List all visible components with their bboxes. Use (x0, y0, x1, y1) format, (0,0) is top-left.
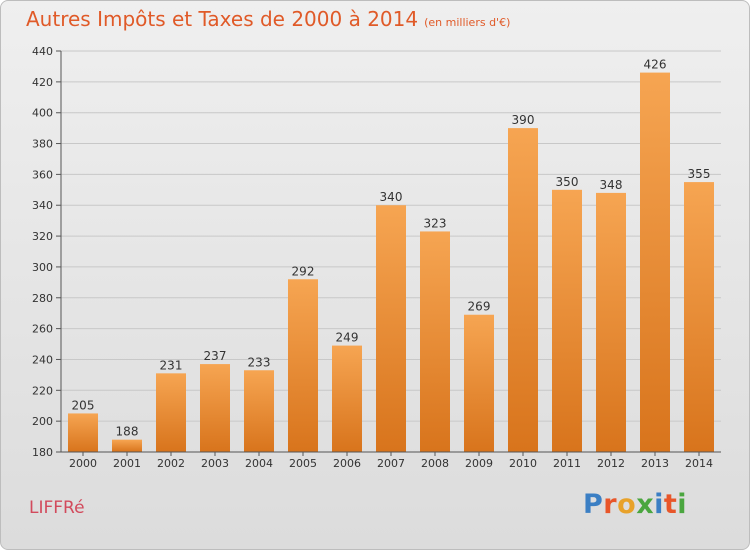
x-tick-label-2011: 2011 (553, 457, 581, 470)
x-tick-label-2001: 2001 (113, 457, 141, 470)
chart-title-text: Autres Impôts et Taxes de 2000 à 2014 (26, 7, 419, 31)
bar-2001 (112, 439, 142, 452)
y-tick-label: 240 (32, 353, 53, 366)
bar-2014 (684, 182, 714, 452)
y-axis: 180 200 220 240 260 280 300 320 340 360 380 400 420 4… (32, 45, 62, 459)
y-tick-label: 420 (32, 76, 53, 89)
y-tick-label: 380 (32, 138, 53, 151)
y-tick-label: 400 (32, 107, 53, 120)
bar-2000 (68, 413, 98, 452)
x-tick-label-2013: 2013 (641, 457, 669, 470)
y-tick-label: 220 (32, 384, 53, 397)
logo-letter: o (617, 489, 637, 520)
data-label-2003: 237 (204, 349, 227, 363)
bar-2006 (332, 345, 362, 452)
data-label-2000: 205 (72, 398, 95, 412)
x-tick-label-2002: 2002 (157, 457, 185, 470)
data-label-2008: 323 (424, 216, 447, 230)
data-label-2006: 249 (336, 331, 359, 345)
logo-letter: r (603, 489, 618, 520)
place-label: LIFFRé (29, 498, 85, 518)
x-tick-label-2012: 2012 (597, 457, 625, 470)
proxiti-logo[interactable]: Proxiti (583, 489, 687, 520)
y-tick-label: 320 (32, 230, 53, 243)
data-label-2014: 355 (688, 167, 711, 181)
bar-2002 (156, 373, 186, 452)
data-label-2010: 390 (512, 113, 535, 127)
logo-letter: i (677, 489, 688, 520)
bar-2007 (376, 205, 406, 452)
y-tick-label: 360 (32, 168, 53, 181)
x-tick-label-2009: 2009 (465, 457, 493, 470)
x-tick-label-2008: 2008 (421, 457, 449, 470)
chart-title: Autres Impôts et Taxes de 2000 à 2014 (en… (26, 7, 510, 31)
bar-2011 (552, 189, 582, 453)
data-label-2002: 231 (160, 358, 183, 372)
data-label-2005: 292 (292, 264, 315, 278)
logo-letter: x (636, 489, 655, 520)
data-label-2007: 340 (380, 190, 403, 204)
data-label-2011: 350 (556, 175, 579, 189)
x-tick-label-2007: 2007 (377, 457, 405, 470)
y-tick-label: 180 (32, 446, 53, 459)
bar-2009 (464, 314, 494, 452)
bar-2005 (288, 279, 318, 452)
y-tick-label: 260 (32, 323, 53, 336)
y-tick-label: 300 (32, 261, 53, 274)
bar-2012 (596, 192, 626, 452)
x-tick-label-2014: 2014 (685, 457, 713, 470)
data-label-2009: 269 (468, 300, 491, 314)
x-tick-label-2003: 2003 (201, 457, 229, 470)
logo-letter: i (654, 489, 664, 520)
x-tick-label-2005: 2005 (289, 457, 317, 470)
x-tick-label-2000: 2000 (69, 457, 97, 470)
bar-2003 (200, 364, 230, 452)
bars: 205 188 231 237 233 292 249 340 323 269 390 350 348 4… (68, 58, 714, 453)
x-tick-label-2010: 2010 (509, 457, 537, 470)
y-tick-label: 280 (32, 292, 53, 305)
x-tick-label-2004: 2004 (245, 457, 273, 470)
y-tick-label: 440 (32, 45, 53, 58)
data-label-2013: 426 (644, 58, 667, 72)
chart-subtitle: (en milliers d'€) (424, 16, 511, 29)
y-tick-label: 200 (32, 415, 53, 428)
y-tick-label: 340 (32, 199, 53, 212)
bar-2010 (508, 128, 538, 452)
bar-2013 (640, 72, 670, 452)
x-tick-label-2006: 2006 (333, 457, 361, 470)
data-label-2012: 348 (600, 178, 623, 192)
data-label-2001: 188 (116, 425, 139, 439)
logo-letter: P (583, 489, 604, 520)
bar-2004 (244, 370, 274, 452)
data-label-2004: 233 (248, 355, 271, 369)
logo-letter: t (663, 489, 678, 520)
x-axis: 2000 2001 2002 2003 2004 2005 2006 2007 2008 2009… (61, 451, 721, 470)
bar-2008 (420, 231, 450, 452)
